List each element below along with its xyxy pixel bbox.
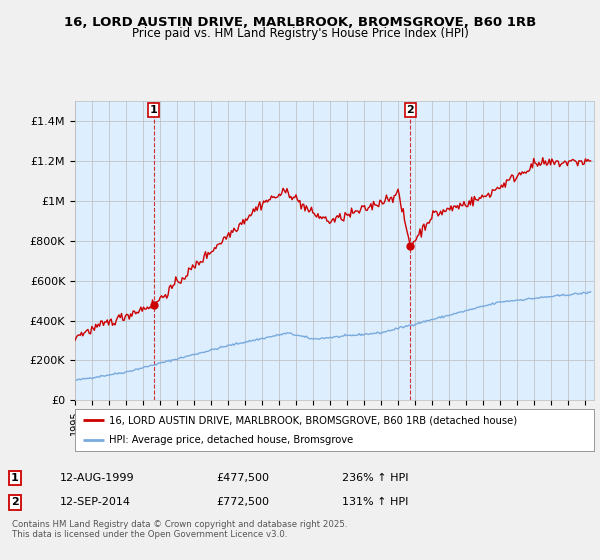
Text: £772,500: £772,500 [216, 497, 269, 507]
Text: 16, LORD AUSTIN DRIVE, MARLBROOK, BROMSGROVE, B60 1RB: 16, LORD AUSTIN DRIVE, MARLBROOK, BROMSG… [64, 16, 536, 29]
Text: 236% ↑ HPI: 236% ↑ HPI [342, 473, 409, 483]
Text: Contains HM Land Registry data © Crown copyright and database right 2025.
This d: Contains HM Land Registry data © Crown c… [12, 520, 347, 539]
Text: 16, LORD AUSTIN DRIVE, MARLBROOK, BROMSGROVE, B60 1RB (detached house): 16, LORD AUSTIN DRIVE, MARLBROOK, BROMSG… [109, 415, 517, 425]
Text: Price paid vs. HM Land Registry's House Price Index (HPI): Price paid vs. HM Land Registry's House … [131, 27, 469, 40]
Text: 12-AUG-1999: 12-AUG-1999 [60, 473, 134, 483]
Text: £477,500: £477,500 [216, 473, 269, 483]
Text: 2: 2 [407, 105, 414, 115]
Text: 2: 2 [11, 497, 19, 507]
Text: 131% ↑ HPI: 131% ↑ HPI [342, 497, 409, 507]
Text: HPI: Average price, detached house, Bromsgrove: HPI: Average price, detached house, Brom… [109, 435, 353, 445]
Text: 1: 1 [11, 473, 19, 483]
Text: 1: 1 [150, 105, 157, 115]
Text: 12-SEP-2014: 12-SEP-2014 [60, 497, 131, 507]
